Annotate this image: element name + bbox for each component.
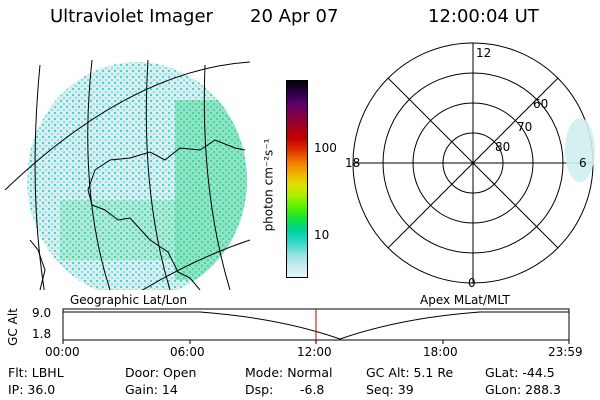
filter-status: Flt: LBHL <box>8 365 64 380</box>
photon-flux-colorbar <box>286 80 308 278</box>
dsp-label: Dsp: <box>245 382 274 397</box>
colorbar-tick-100: 100 <box>314 141 337 155</box>
altitude-xtick-4: 23:59 <box>548 345 583 359</box>
time-label: 12:00:04 UT <box>428 6 539 27</box>
seq-status: Seq: 39 <box>366 382 414 397</box>
uv-emission-disc <box>27 62 247 290</box>
geographic-map-panel <box>0 40 251 341</box>
altitude-plot-panel <box>0 300 600 360</box>
altitude-ylabel: GC Alt <box>5 308 20 346</box>
apex-caption: Apex MLat/MLT <box>420 293 510 307</box>
mode-status: Mode: Normal <box>245 365 333 380</box>
gain-status: Gain: 14 <box>125 382 178 397</box>
altitude-xtick-0: 00:00 <box>45 345 80 359</box>
dsp-value: -6.8 <box>300 382 325 397</box>
glon-status: GLon: 288.3 <box>485 382 561 397</box>
mlt-label-right: 6 <box>579 156 587 170</box>
lat-label-80: 80 <box>495 140 511 154</box>
apex-polar-plot: 12 18 6 0 60 70 80 <box>335 40 600 302</box>
altitude-xtick-1: 06:00 <box>170 345 205 359</box>
mlt-label-bottom: 0 <box>468 276 476 290</box>
lat-label-70: 70 <box>517 120 533 134</box>
geographic-caption: Geographic Lat/Lon <box>70 293 188 307</box>
altitude-xtick-3: 18:00 <box>423 345 458 359</box>
gc-alt-status: GC Alt: 5.1 Re <box>366 365 454 380</box>
altitude-ytick-high: 9.0 <box>32 306 52 320</box>
colorbar-tick-10: 10 <box>314 228 330 242</box>
lat-label-60: 60 <box>533 97 549 111</box>
instrument-title: Ultraviolet Imager <box>50 6 213 27</box>
coastline <box>87 139 246 291</box>
geo-grid-lines <box>4 59 251 341</box>
altitude-xtick-2: 12:00 <box>297 345 332 359</box>
door-status: Door: Open <box>125 365 197 380</box>
altitude-ytick-low: 1.8 <box>32 327 52 341</box>
colorbar-unit-label: photon cm⁻²s⁻¹ <box>261 138 276 232</box>
date-label: 20 Apr 07 <box>250 6 339 27</box>
glat-status: GLat: -44.5 <box>485 365 555 380</box>
ip-status: IP: 36.0 <box>8 382 56 397</box>
mlt-label-top: 12 <box>476 46 492 60</box>
mlt-label-left: 18 <box>345 156 361 170</box>
